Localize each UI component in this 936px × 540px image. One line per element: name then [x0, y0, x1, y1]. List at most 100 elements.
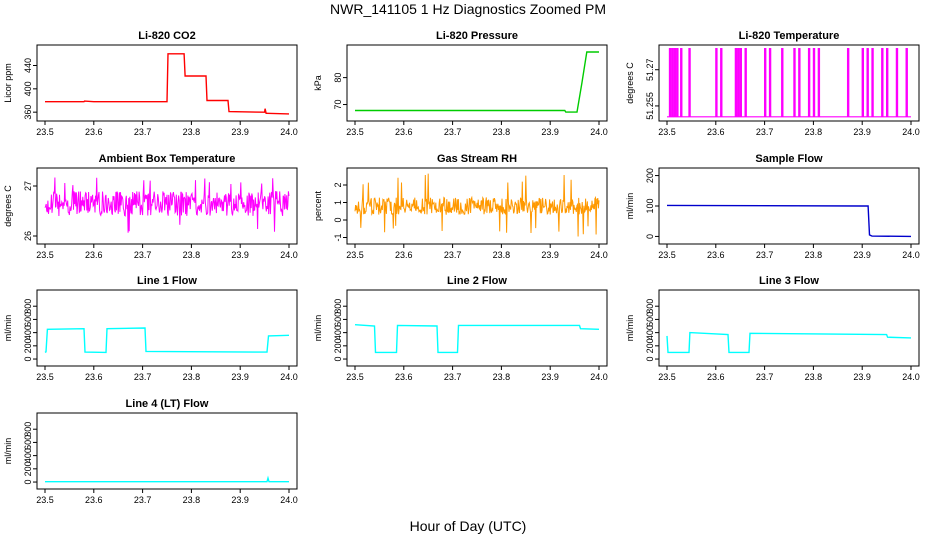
- y-tick-label: 440: [23, 58, 33, 73]
- y-tick-label: 0: [645, 234, 655, 239]
- y-tick-label: 400: [23, 325, 33, 340]
- y-tick-label: 51.255: [645, 92, 655, 120]
- y-tick-label: 400: [333, 325, 343, 340]
- y-axis-label: ml/min: [3, 438, 13, 465]
- x-tick-label: 23.7: [134, 250, 152, 260]
- x-tick-label: 23.9: [853, 372, 871, 382]
- x-tick-label: 24.0: [280, 372, 298, 382]
- y-tick-label: 0: [23, 480, 33, 485]
- x-tick-label: 23.6: [85, 495, 103, 505]
- panel-title: Sample Flow: [755, 153, 823, 165]
- y-tick-label: 2: [333, 182, 343, 187]
- x-tick-label: 23.5: [36, 495, 54, 505]
- y-tick-label: -1: [333, 233, 343, 241]
- y-tick-label: 800: [23, 422, 33, 437]
- chart-panels: Li-820 CO2 23.5 23.6 23.7 23.8 23.9 24.0 360 400…: [3, 30, 920, 505]
- x-tick-label: 23.9: [231, 250, 249, 260]
- y-tick-label: 400: [645, 325, 655, 340]
- panel-0: Li-820 CO2 23.5 23.6 23.7 23.8 23.9 24.0 360 400…: [3, 30, 298, 137]
- y-tick-label: 27: [23, 181, 33, 191]
- panel-title: Li-820 CO2: [138, 30, 195, 42]
- y-tick-label: 51.27: [645, 58, 655, 81]
- x-tick-label: 23.6: [85, 250, 103, 260]
- y-tick-label: 600: [23, 435, 33, 450]
- y-tick-label: 0: [645, 357, 655, 362]
- x-tick-label: 23.6: [395, 250, 413, 260]
- x-tick-label: 23.6: [85, 372, 103, 382]
- y-tick-label: 800: [333, 299, 343, 314]
- plot-frame: [346, 44, 608, 122]
- series-line: [666, 204, 912, 238]
- series-line: [354, 173, 600, 237]
- x-tick-label: 23.7: [444, 127, 462, 137]
- series-line: [666, 331, 912, 354]
- x-tick-label: 23.7: [756, 127, 774, 137]
- y-tick-label: 100: [645, 198, 655, 213]
- figure-x-label: Hour of Day (UTC): [410, 518, 527, 534]
- x-tick-label: 24.0: [902, 127, 920, 137]
- panel-title: Gas Stream RH: [437, 153, 517, 165]
- panel-title: Line 3 Flow: [759, 275, 819, 287]
- plot-frame: [658, 44, 920, 122]
- y-tick-label: 80: [333, 73, 343, 83]
- y-tick-label: 800: [645, 299, 655, 314]
- panel-title: Line 4 (LT) Flow: [126, 398, 209, 410]
- panel-4: Gas Stream RH 23.5 23.6 23.7 23.8 23.9 24.0 -1 0…: [313, 153, 608, 260]
- x-tick-label: 23.8: [805, 127, 823, 137]
- panel-5: Sample Flow 23.5 23.6 23.7 23.8 23.9 24.0 0 100 2…: [625, 153, 920, 260]
- y-tick-label: 360: [23, 105, 33, 120]
- x-tick-label: 24.0: [902, 250, 920, 260]
- y-axis-label: Licor ppm: [3, 63, 13, 103]
- y-tick-label: 200: [645, 338, 655, 353]
- y-axis-label: ml/min: [625, 315, 635, 342]
- plot-frame: [36, 412, 298, 490]
- y-tick-label: 200: [333, 338, 343, 353]
- plot-frame: [36, 289, 298, 367]
- y-tick-label: 70: [333, 100, 343, 110]
- x-tick-label: 24.0: [590, 372, 608, 382]
- x-tick-label: 23.5: [658, 372, 676, 382]
- series-line: [354, 324, 600, 354]
- x-tick-label: 23.9: [231, 127, 249, 137]
- y-tick-label: 600: [23, 312, 33, 327]
- x-tick-label: 23.8: [183, 495, 201, 505]
- y-tick-label: 26: [23, 231, 33, 241]
- plot-frame: [36, 44, 298, 122]
- x-tick-label: 23.8: [183, 127, 201, 137]
- x-tick-label: 24.0: [280, 127, 298, 137]
- y-tick-label: 600: [333, 312, 343, 327]
- figure-title: NWR_141105 1 Hz Diagnostics Zoomed PM: [330, 1, 606, 17]
- x-tick-label: 23.6: [395, 372, 413, 382]
- panel-6: Line 1 Flow 23.5 23.6 23.7 23.8 23.9 24.0 0 2004…: [3, 275, 298, 382]
- x-tick-label: 24.0: [590, 250, 608, 260]
- panel-2: Li-820 Temperature 23.5 23.6 23.7 23.8 23.9 24…: [625, 30, 920, 137]
- panel-title: Li-820 Temperature: [739, 30, 840, 42]
- plot-frame: [36, 167, 298, 245]
- panel-title: Line 1 Flow: [137, 275, 197, 287]
- y-axis-label: ml/min: [3, 315, 13, 342]
- x-tick-label: 23.8: [183, 372, 201, 382]
- series-line: [45, 53, 290, 115]
- y-tick-label: 400: [23, 448, 33, 463]
- y-axis-label: ml/min: [313, 315, 323, 342]
- x-tick-label: 24.0: [902, 372, 920, 382]
- x-tick-label: 23.9: [541, 372, 559, 382]
- series-line: [44, 177, 290, 233]
- panel-1: Li-820 Pressure 23.5 23.6 23.7 23.8 23.9 24.0 7…: [313, 30, 608, 137]
- series-line: [45, 475, 289, 483]
- panel-3: Ambient Box Temperature 23.5 23.6 23.7 23.8 2…: [3, 153, 298, 260]
- x-tick-label: 23.7: [756, 372, 774, 382]
- y-tick-label: 800: [23, 299, 33, 314]
- x-tick-label: 23.5: [346, 372, 364, 382]
- x-tick-label: 23.7: [756, 250, 774, 260]
- y-tick-label: 200: [645, 168, 655, 183]
- x-tick-label: 23.6: [707, 250, 725, 260]
- panel-8: Line 3 Flow 23.5 23.6 23.7 23.8 23.9 24.0 0 2004…: [625, 275, 920, 382]
- y-tick-label: 200: [23, 461, 33, 476]
- x-tick-label: 23.7: [134, 127, 152, 137]
- y-tick-label: 0: [23, 357, 33, 362]
- x-tick-label: 23.8: [805, 372, 823, 382]
- series-line: [667, 48, 911, 118]
- x-tick-label: 23.5: [658, 250, 676, 260]
- x-tick-label: 23.5: [36, 372, 54, 382]
